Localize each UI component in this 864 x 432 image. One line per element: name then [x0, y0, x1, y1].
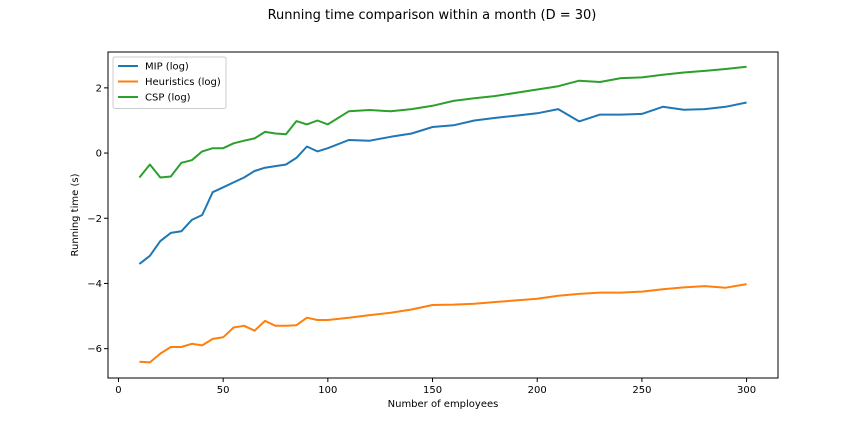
y-tick-label: 2: [96, 83, 102, 94]
x-tick-label: 300: [737, 385, 756, 396]
x-axis-label: Number of employees: [388, 399, 499, 410]
y-axis-label: Running time (s): [70, 173, 81, 256]
x-tick-label: 250: [632, 385, 651, 396]
series-line-mip-log: [138, 101, 747, 265]
legend: MIP (log) Heuristics (log) CSP (log): [112, 56, 227, 109]
y-tick-label: −2: [87, 214, 102, 225]
x-tick-label: 0: [115, 385, 121, 396]
x-tick-label: 200: [528, 385, 547, 396]
y-tick-label: 0: [96, 149, 102, 160]
chart-title: Running time comparison within a month (…: [268, 8, 597, 23]
series-line-csp-log: [138, 65, 747, 179]
x-tick-label: 100: [318, 385, 337, 396]
series-line-heuristics-log: [139, 283, 747, 364]
legend-entry: CSP (log): [145, 93, 191, 104]
plot-area: [107, 51, 779, 379]
x-tick-label: 150: [423, 385, 442, 396]
y-tick-label: −4: [87, 279, 102, 290]
series-layer: [138, 65, 747, 364]
legend-entry: Heuristics (log): [145, 77, 221, 88]
legend-box: [112, 56, 227, 109]
y-axis-ticks: −6 −4 −2 0 2: [87, 83, 108, 355]
y-tick-label: −6: [87, 344, 102, 355]
x-axis-ticks: 0 50 100 150 200 250 300: [115, 378, 756, 396]
legend-entry: MIP (log): [145, 62, 189, 73]
x-tick-label: 50: [217, 385, 230, 396]
